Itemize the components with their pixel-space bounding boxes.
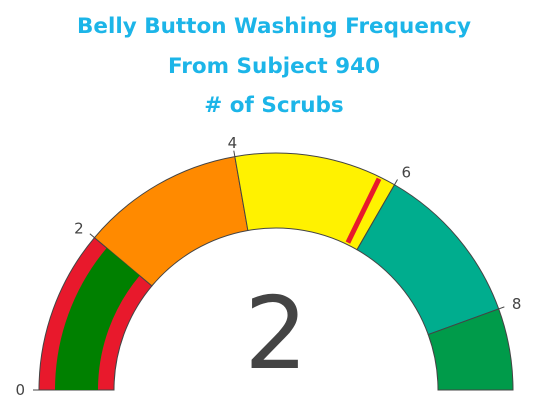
gauge-tick-mark-1 [89,233,95,239]
gauge-band-4 [427,308,514,391]
gauge-ticks: 0 2 4 6 8 [15,134,521,399]
gauge-threshold-line [345,177,382,244]
gauge-value-bar [55,247,140,390]
gauge-tick-label-1: 2 [74,220,84,238]
gauge-tick-label-3: 6 [402,164,412,182]
gauge-threshold [345,177,382,244]
chart-title-line-3: # of Scrubs [204,93,343,118]
chart-title-line-2: From Subject 940 [168,54,380,79]
gauge-bar [55,247,140,390]
gauge-tick-label-2: 4 [228,134,238,152]
gauge-tick-mark-2 [233,150,236,157]
gauge-tick-label-0: 0 [15,381,25,399]
chart-title-line-1: Belly Button Washing Frequency [77,14,471,39]
gauge-value-number: 2 [244,275,308,392]
gauge-tick-label-4: 8 [512,295,522,313]
gauge-tick-mark-3 [394,179,398,186]
gauge-tick-mark-4 [498,306,505,310]
